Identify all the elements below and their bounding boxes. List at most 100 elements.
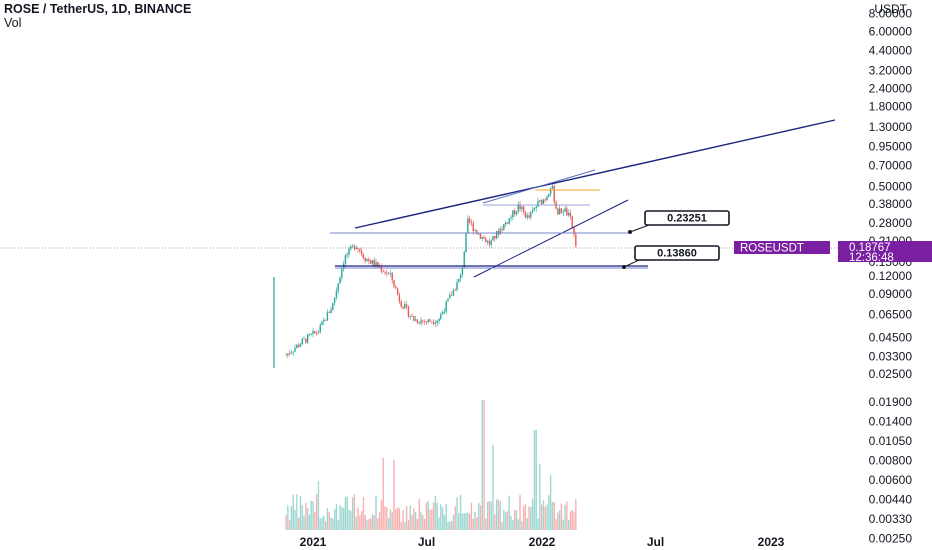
candle-body (357, 247, 359, 249)
candle-body (449, 294, 451, 299)
candle-body (429, 319, 431, 322)
candle-body (319, 325, 321, 332)
volume-bar (407, 520, 410, 530)
candle-body (486, 240, 489, 243)
volume-bar (452, 514, 455, 530)
volume-bar (285, 515, 287, 530)
volume-bar (414, 512, 417, 530)
price-tick-label: 0.00440 (869, 493, 913, 507)
candle-body (386, 272, 388, 274)
candle-body (499, 228, 501, 235)
candle-body (314, 331, 316, 333)
candle-body (292, 351, 294, 353)
callout-anchor (622, 265, 626, 269)
volume-bar (344, 497, 347, 530)
volume-label: Vol (4, 16, 22, 30)
volume-bars (285, 400, 577, 530)
volume-bar (504, 512, 507, 530)
volume-bar (310, 500, 312, 530)
volume-bar (405, 506, 408, 530)
volume-bar (429, 509, 431, 530)
candle-body (539, 200, 541, 202)
volume-bar (497, 499, 500, 530)
candle-body (288, 353, 291, 355)
candle-body (315, 332, 318, 334)
volume-bar (389, 509, 392, 530)
candle-body (575, 234, 577, 247)
volume-bar (335, 504, 338, 530)
price-tick-label: 0.00800 (869, 454, 913, 468)
candle-body (566, 208, 568, 216)
candle-body (432, 321, 435, 324)
volume-bar (454, 506, 456, 530)
volume-bar (515, 510, 518, 530)
candle-body (326, 312, 329, 321)
candle-body (510, 217, 512, 219)
volume-bar (490, 501, 492, 530)
callout-pointer (629, 224, 650, 233)
volume-bar (387, 518, 390, 530)
volume-bar (337, 519, 339, 530)
volume-bar (474, 511, 476, 530)
volume-bar (436, 502, 438, 530)
volume-bar (463, 513, 465, 530)
candle-body (553, 185, 555, 202)
time-tick-label: 2021 (300, 535, 327, 549)
price-tick-label: 0.04500 (869, 330, 913, 344)
volume-bar (571, 510, 573, 530)
volume-bar (549, 475, 552, 530)
candle-body (557, 208, 559, 215)
price-tick-label: 0.95000 (869, 140, 913, 154)
candle-body (481, 236, 483, 239)
volume-bar (418, 499, 420, 530)
volume-bar (449, 521, 451, 530)
volume-bar (456, 497, 458, 530)
candle-body (294, 348, 296, 352)
last-price-tag: ROSEUSDT 0.18767 12:36:48 (734, 241, 932, 264)
volume-bar (359, 515, 361, 530)
candle-body (371, 260, 374, 264)
candle-body (465, 233, 467, 252)
volume-bar (506, 510, 509, 530)
volume-bar (377, 518, 379, 530)
volume-bar (391, 512, 393, 530)
volume-bar (533, 430, 536, 530)
volume-bar (486, 502, 489, 530)
volume-bar (459, 494, 462, 530)
price-tick-label: 0.28000 (869, 216, 913, 230)
candle-body (535, 206, 537, 209)
candle-body (503, 224, 505, 230)
candle-body (378, 266, 381, 268)
price-tick-label: 8.00000 (869, 6, 913, 20)
candle-body (562, 211, 564, 213)
candle-body (522, 206, 525, 212)
price-axis[interactable]: USDT 8.00000 6.00000 4.40000 3.20000 2.40000… (869, 2, 913, 546)
candle-body (355, 247, 357, 250)
volume-bar (479, 505, 482, 530)
candle-body (353, 245, 356, 250)
volume-bar (353, 494, 356, 530)
drawings[interactable]: 0.23251 0.13860 (330, 119, 836, 278)
volume-bar (432, 502, 435, 530)
candle-body (373, 260, 375, 266)
candle-body (348, 248, 350, 255)
volume-bar (553, 501, 555, 530)
volume-bar (326, 508, 329, 530)
candle-body (380, 266, 383, 272)
volume-bar (542, 500, 545, 530)
volume-bar (393, 459, 395, 530)
candle-body (544, 199, 546, 201)
volume-bar (301, 505, 303, 530)
volume-bar (512, 520, 514, 530)
candle-body (305, 338, 307, 343)
time-axis[interactable]: 2021 Jul 2022 Jul 2023 (300, 535, 785, 549)
candle-body (504, 222, 507, 225)
callout-box (634, 245, 720, 261)
volume-bar (315, 494, 318, 530)
volume-bar (360, 510, 363, 530)
volume-bar (317, 481, 320, 530)
volume-bar (288, 519, 291, 530)
price-tick-label: 0.00250 (869, 532, 913, 546)
volume-bar (341, 507, 343, 530)
